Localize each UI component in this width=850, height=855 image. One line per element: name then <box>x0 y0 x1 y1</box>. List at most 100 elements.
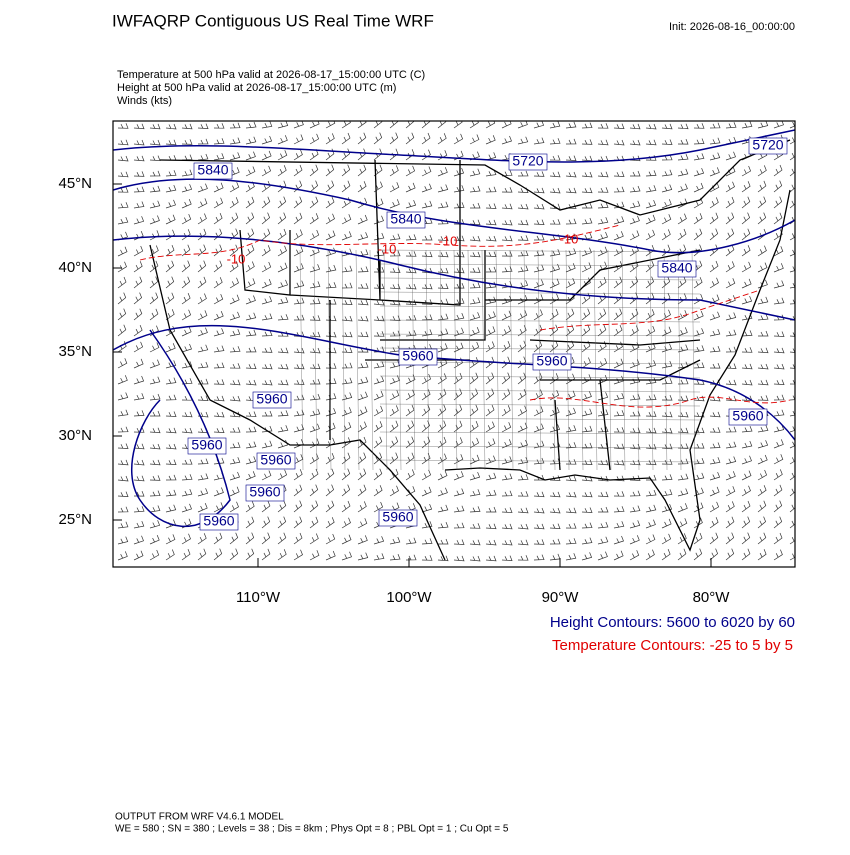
wind-barb <box>341 121 351 129</box>
wind-barb <box>437 251 449 258</box>
wind-barb <box>117 459 129 466</box>
wind-barb <box>613 216 625 225</box>
wind-barb <box>517 265 529 273</box>
wind-barb <box>133 261 143 273</box>
wind-barb <box>421 121 431 129</box>
wind-barb <box>261 440 273 449</box>
wind-barb <box>245 532 255 545</box>
wind-barb <box>501 555 513 561</box>
wind-barb <box>453 251 465 258</box>
wind-barb <box>709 501 720 513</box>
wind-barb <box>133 475 145 482</box>
wind-barb <box>533 340 543 353</box>
wind-barb <box>565 459 577 465</box>
wind-barb <box>789 168 795 177</box>
wind-barb <box>437 504 449 513</box>
wind-barb <box>613 341 623 353</box>
wind-barb <box>741 347 753 353</box>
wind-barb <box>213 411 225 418</box>
wind-barb <box>245 151 256 161</box>
wind-barb <box>229 167 240 177</box>
wind-barb <box>229 411 241 418</box>
wind-barb <box>581 507 593 513</box>
wind-barb <box>261 228 271 241</box>
wind-barb <box>725 379 737 386</box>
wind-barb <box>309 298 321 305</box>
wind-barb <box>117 216 129 225</box>
wind-barb <box>517 474 529 481</box>
wind-barb <box>533 219 545 225</box>
wind-barb <box>517 491 529 497</box>
wind-barb <box>565 507 577 514</box>
wind-barb <box>613 358 624 369</box>
wind-barb <box>165 427 177 434</box>
wind-barb <box>741 245 751 257</box>
wind-barb <box>725 471 736 481</box>
wind-barb <box>453 388 463 401</box>
wind-barb <box>565 121 577 129</box>
wind-barb <box>277 469 288 481</box>
wind-barb <box>341 299 353 305</box>
wind-barb <box>597 409 609 417</box>
wind-barb <box>229 311 240 321</box>
wind-barb <box>469 420 479 433</box>
wind-barb <box>629 490 641 497</box>
wind-barb <box>437 420 447 433</box>
wind-barb <box>421 486 432 497</box>
wind-barb <box>709 548 719 561</box>
county-line <box>663 249 668 471</box>
wind-barb <box>341 452 351 465</box>
wind-barb <box>133 375 145 385</box>
wind-barb <box>261 245 271 257</box>
wind-barb <box>453 282 465 289</box>
wind-barb <box>213 138 225 145</box>
wind-barb <box>757 347 769 354</box>
wind-barb <box>645 377 657 385</box>
wind-barb <box>213 228 223 241</box>
wind-barb <box>517 372 527 385</box>
county-lines <box>299 249 701 471</box>
wind-barb <box>341 422 352 433</box>
wind-barb <box>517 405 528 417</box>
wind-barb <box>773 394 785 401</box>
wind-barb <box>357 331 369 338</box>
wind-barb <box>149 185 161 193</box>
wind-barb <box>197 138 209 145</box>
wind-barb <box>709 442 721 449</box>
wind-barb <box>661 394 673 401</box>
wind-barb <box>309 315 321 321</box>
wind-barb <box>341 484 351 497</box>
wind-barb <box>149 459 161 466</box>
wind-barb <box>501 170 513 177</box>
wind-barb <box>293 549 303 561</box>
wind-barb <box>645 342 656 353</box>
wind-barb <box>741 121 753 129</box>
wind-barb <box>485 169 497 177</box>
wind-barb <box>405 199 417 209</box>
wind-barb <box>197 473 209 481</box>
wind-barb <box>293 196 303 209</box>
wind-barb <box>773 212 783 225</box>
wind-barb <box>645 199 657 209</box>
wind-barb <box>357 436 367 449</box>
wind-barb <box>149 342 160 353</box>
wind-barb <box>357 121 367 129</box>
wind-barb <box>693 293 704 305</box>
wind-barb <box>149 230 160 241</box>
wind-barb <box>229 548 239 561</box>
wind-barb <box>581 187 593 194</box>
wind-barb <box>181 411 193 418</box>
wind-barb <box>197 153 209 161</box>
wind-barb <box>709 167 720 177</box>
wind-barb <box>485 555 497 562</box>
wind-barb <box>709 457 721 465</box>
wind-barb <box>437 235 449 241</box>
wind-barb <box>661 309 671 321</box>
wind-barb <box>341 468 351 481</box>
wind-barb <box>213 548 223 561</box>
wind-barb <box>133 550 144 561</box>
lon-label: 110°W <box>236 589 281 606</box>
wind-barb <box>645 185 657 193</box>
wind-barb <box>405 389 415 401</box>
